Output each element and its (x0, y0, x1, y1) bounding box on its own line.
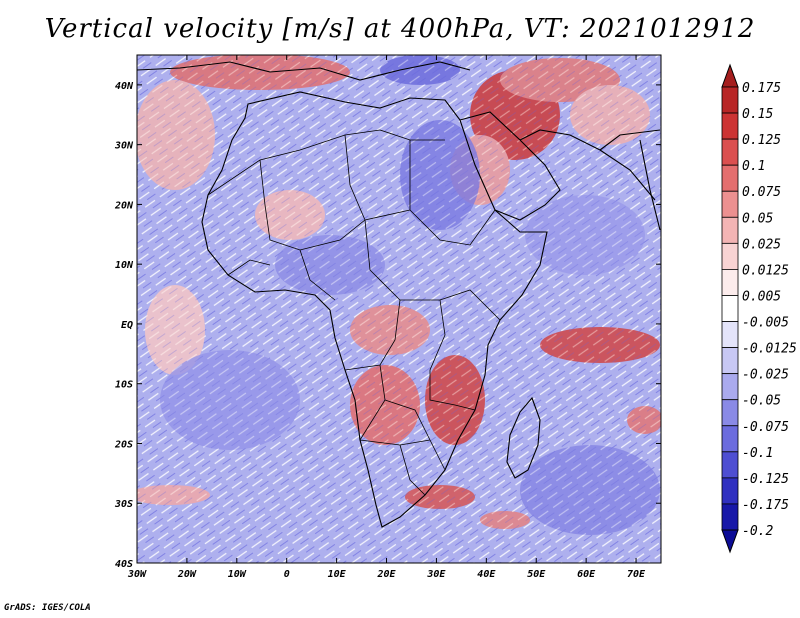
colorbar-level-label: -0.1 (742, 446, 773, 461)
lon-tick-label: 30E (426, 569, 446, 580)
colorbar-level-label: 0.1 (742, 159, 765, 174)
latitude-axis: 40N 30N 20N 10N EQ 10S 20S 30S 40S (114, 81, 661, 570)
colorbar-segment (721, 164, 739, 192)
colorbar-level-label: -0.025 (742, 368, 789, 383)
colorbar-segment (721, 347, 739, 375)
lat-tick-label: 30N (114, 141, 134, 152)
lat-tick-label: 40S (115, 559, 133, 570)
colorbar-segment (721, 321, 739, 348)
colorbar-segment (721, 399, 739, 427)
colorbar-level-label: -0.005 (742, 316, 789, 331)
colorbar-segment (721, 503, 739, 531)
lat-tick-label: 30S (114, 499, 133, 510)
colorbar-segment (721, 295, 739, 322)
lat-tick-label: 40N (115, 81, 134, 92)
colorbar-segment (721, 112, 739, 140)
colorbar-level-label: -0.05 (742, 394, 781, 409)
colorbar-segment (721, 216, 739, 244)
colorbar-level-label: 0.125 (742, 133, 781, 148)
colorbar-level-label: 0.15 (742, 107, 773, 122)
lon-tick-label: 20E (376, 569, 396, 580)
country-borders (207, 129, 501, 496)
lon-tick-label: 50E (527, 569, 546, 580)
colorbar-segment (721, 242, 739, 270)
colorbar-level-label: 0.05 (742, 211, 773, 226)
lon-tick-label: 30W (127, 569, 147, 580)
colorbar-level-label: 0.075 (742, 185, 781, 200)
plot-frame (136, 54, 662, 564)
map-title: Vertical velocity [m/s] at 400hPa, VT: 2… (44, 14, 756, 44)
lon-tick-label: 20W (177, 569, 197, 580)
colorbar-segment (721, 190, 739, 218)
colorbar-level-label: 0.0125 (742, 263, 789, 278)
lat-tick-label: 20N (114, 200, 134, 211)
colorbar-segment (721, 477, 739, 505)
lat-tick-label: 10N (115, 260, 134, 271)
coastlines (137, 61, 661, 528)
longitude-axis: 30W 20W 10W 0 10E 20E 30E 40E 50E 60E 70E (127, 55, 646, 580)
colorbar-level-label: -0.0125 (742, 342, 797, 357)
colorbar-segment (721, 373, 739, 401)
lon-tick-label: 40E (477, 569, 496, 580)
velocity-field (137, 55, 661, 563)
lon-tick-label: 0 (284, 569, 290, 580)
colorbar-segment (721, 138, 739, 166)
colorbar-segment (721, 269, 739, 296)
lon-tick-label: 10W (228, 569, 247, 580)
lat-tick-label: 10S (115, 380, 133, 391)
colorbar-level-label: 0.175 (742, 81, 781, 96)
credit-label: GrADS: IGES/COLA (4, 603, 91, 613)
lat-tick-label: 20S (114, 439, 133, 450)
colorbar-level-label: -0.125 (742, 472, 789, 487)
colorbar-bottom-arrow (721, 529, 739, 554)
colorbar: 0.175 0.15 0.125 0.1 0.075 0.05 0.025 0.0125 0.0… (721, 63, 797, 554)
lon-tick-label: 70E (627, 569, 646, 580)
colorbar-level-label: -0.075 (742, 420, 789, 435)
lon-tick-label: 10E (328, 569, 347, 580)
colorbar-top-arrow (721, 63, 739, 88)
colorbar-segment (721, 425, 739, 453)
colorbar-level-label: 0.025 (742, 237, 781, 252)
colorbar-level-label: 0.005 (742, 289, 781, 304)
colorbar-segment (721, 451, 739, 479)
colorbar-segment (721, 86, 739, 114)
colorbar-level-label: -0.175 (742, 498, 789, 513)
lat-tick-label: EQ (121, 320, 133, 331)
lon-tick-label: 60E (577, 569, 596, 580)
colorbar-level-label: -0.2 (742, 524, 773, 539)
